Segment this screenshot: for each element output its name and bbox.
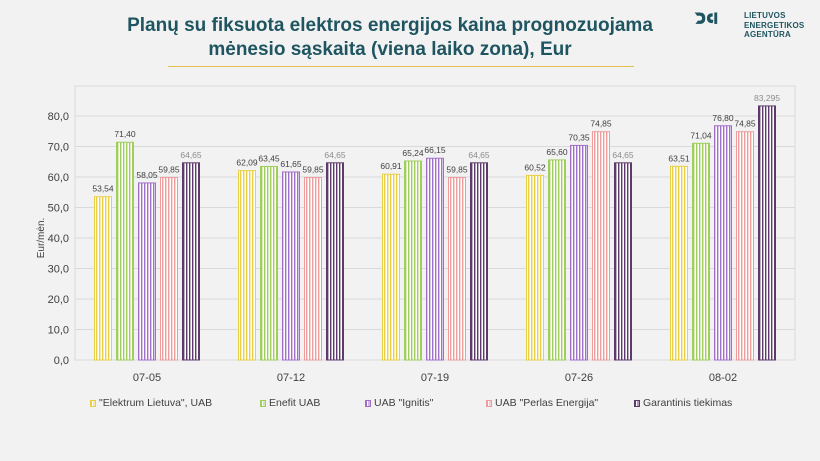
bar bbox=[116, 141, 134, 361]
legend-item: Garantinis tiekimas bbox=[634, 397, 732, 409]
agency-logo-icon bbox=[694, 12, 718, 24]
bar bbox=[570, 144, 588, 361]
chart-title-line-1: Planų su fiksuota elektros energijos kai… bbox=[127, 15, 653, 36]
bar bbox=[758, 105, 776, 361]
bar bbox=[592, 131, 610, 361]
y-tick-label: 40,0 bbox=[48, 233, 69, 245]
logo-line-1: LIETUVOS bbox=[744, 11, 786, 20]
y-tick-label: 30,0 bbox=[48, 264, 69, 276]
x-tick-label: 07-19 bbox=[421, 372, 449, 384]
bar bbox=[448, 176, 466, 361]
legend-item: UAB "Ignitis" bbox=[365, 397, 433, 409]
data-label: 59,85 bbox=[446, 164, 468, 174]
logo-line-3: AGENTŪRA bbox=[744, 30, 791, 39]
y-tick-label: 0,0 bbox=[54, 355, 69, 367]
y-tick-label: 70,0 bbox=[48, 142, 69, 154]
y-axis-label: Eur/mėn. bbox=[36, 218, 47, 259]
data-label: 58,05 bbox=[136, 170, 158, 180]
bar bbox=[470, 162, 488, 361]
chart-legend: "Elektrum Lietuva", UAB Enefit UAB UAB "Ig… bbox=[82, 397, 802, 413]
legend-label: "Elektrum Lietuva", UAB bbox=[99, 397, 213, 409]
chart-title-line-2: mėnesio sąskaita (viena laiko zona), Eur bbox=[208, 39, 572, 60]
data-label: 59,85 bbox=[302, 164, 324, 174]
legend-swatch bbox=[486, 399, 492, 407]
y-tick-label: 50,0 bbox=[48, 203, 69, 215]
data-label: 60,91 bbox=[380, 161, 402, 171]
bar bbox=[714, 125, 732, 361]
bar bbox=[614, 162, 632, 361]
y-tick-label: 10,0 bbox=[48, 325, 69, 337]
data-label: 63,51 bbox=[668, 153, 690, 163]
data-label: 64,65 bbox=[468, 150, 490, 160]
legend-swatch bbox=[260, 399, 266, 407]
bar bbox=[138, 182, 156, 361]
data-label: 59,85 bbox=[158, 164, 180, 174]
bar bbox=[426, 157, 444, 361]
legend-item: Enefit UAB bbox=[260, 397, 320, 409]
data-label: 62,09 bbox=[236, 158, 258, 168]
bar bbox=[260, 165, 278, 361]
bar bbox=[382, 173, 400, 361]
bar bbox=[736, 131, 754, 361]
bar bbox=[526, 174, 544, 361]
bar bbox=[304, 176, 322, 361]
legend-swatch bbox=[90, 399, 96, 407]
legend-label: UAB "Perlas Energija" bbox=[495, 397, 599, 409]
data-label: 64,65 bbox=[180, 150, 202, 160]
data-label: 74,85 bbox=[734, 119, 756, 129]
data-label: 64,65 bbox=[612, 150, 634, 160]
bar bbox=[548, 159, 566, 361]
legend-swatch bbox=[365, 399, 371, 407]
data-label: 83,295 bbox=[754, 93, 780, 103]
data-label: 63,45 bbox=[258, 153, 280, 163]
bar bbox=[238, 170, 256, 361]
logo-line-2: ENERGETIKOS bbox=[744, 20, 805, 30]
data-label: 76,80 bbox=[712, 113, 734, 123]
data-label: 60,52 bbox=[524, 162, 546, 172]
bar bbox=[282, 171, 300, 361]
bar bbox=[94, 196, 112, 361]
agency-logo-text: LIETUVOS ENERGETIKOS AGENTŪRA bbox=[744, 11, 820, 40]
data-label: 65,60 bbox=[546, 147, 568, 157]
legend-label: Enefit UAB bbox=[269, 397, 321, 409]
bar bbox=[160, 176, 178, 361]
title-underline bbox=[168, 66, 634, 67]
bar bbox=[670, 165, 688, 361]
legend-item: "Elektrum Lietuva", UAB bbox=[90, 397, 212, 409]
bar bbox=[182, 162, 200, 361]
y-tick-label: 80,0 bbox=[48, 111, 69, 123]
data-label: 70,35 bbox=[568, 132, 590, 142]
data-label: 71,40 bbox=[114, 129, 136, 139]
bar bbox=[692, 142, 710, 361]
y-tick-label: 60,0 bbox=[48, 172, 69, 184]
data-label: 64,65 bbox=[324, 150, 346, 160]
y-tick-label: 20,0 bbox=[48, 294, 69, 306]
bar bbox=[404, 160, 422, 361]
x-tick-label: 07-12 bbox=[277, 372, 305, 384]
x-tick-label: 07-05 bbox=[133, 372, 161, 384]
data-label: 53,54 bbox=[92, 184, 114, 194]
legend-label: UAB "Ignitis" bbox=[374, 397, 434, 409]
chart-title: Planų su fiksuota elektros energijos kai… bbox=[60, 14, 720, 62]
x-tick-label: 08-02 bbox=[709, 372, 737, 384]
data-label: 74,85 bbox=[590, 119, 612, 129]
data-label: 61,65 bbox=[280, 159, 302, 169]
legend-item: UAB "Perlas Energija" bbox=[486, 397, 598, 409]
data-label: 65,24 bbox=[402, 148, 424, 158]
bar bbox=[326, 162, 344, 361]
legend-label: Garantinis tiekimas bbox=[643, 397, 733, 409]
x-tick-label: 07-26 bbox=[565, 372, 593, 384]
data-label: 71,04 bbox=[690, 130, 712, 140]
legend-swatch bbox=[634, 399, 640, 407]
data-label: 66,15 bbox=[424, 145, 446, 155]
